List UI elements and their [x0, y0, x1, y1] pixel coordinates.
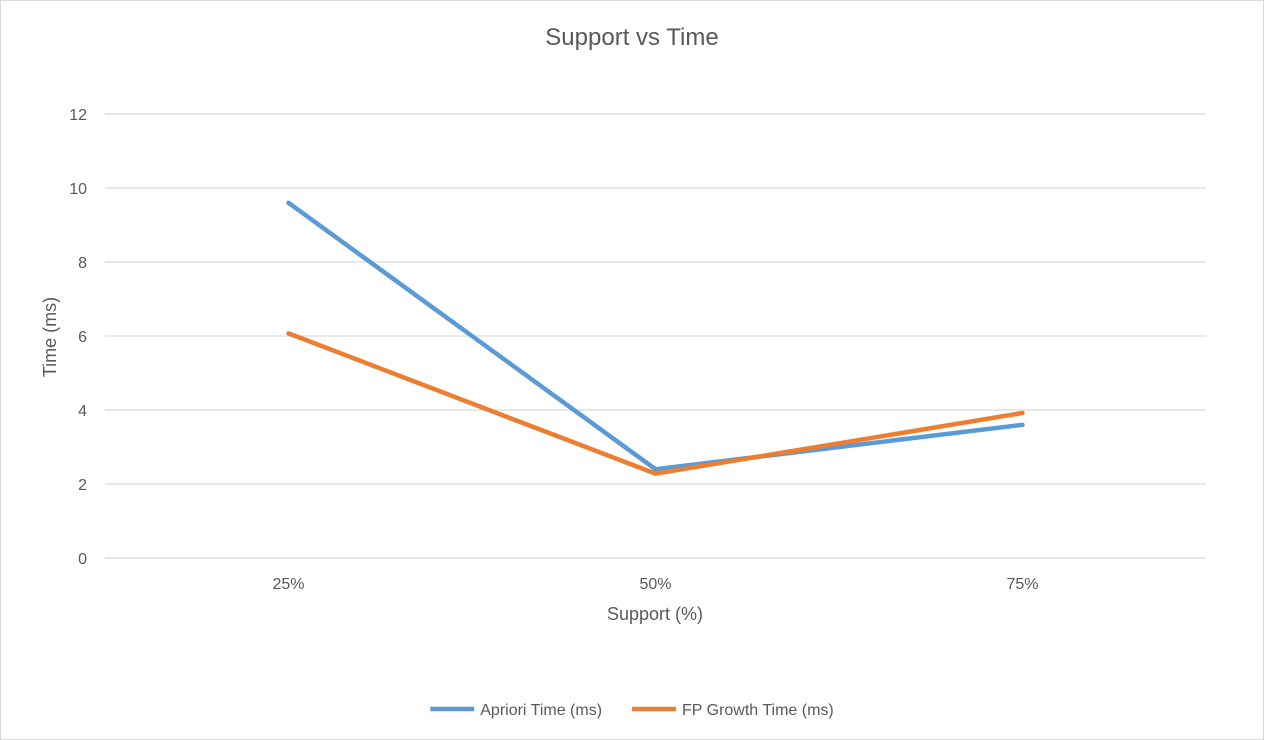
- series-lines: [286, 200, 1025, 476]
- y-tick-label: 12: [69, 107, 87, 124]
- legend: Apriori Time (ms) FP Growth Time (ms): [430, 702, 834, 719]
- y-tick-label: 4: [78, 403, 87, 420]
- x-tick-label: 50%: [639, 576, 671, 593]
- x-tick-label: 25%: [272, 576, 304, 593]
- legend-label: FP Growth Time (ms): [682, 702, 834, 719]
- legend-label: Apriori Time (ms): [480, 702, 602, 719]
- x-axis-ticks: 25% 50% 75%: [272, 576, 1038, 593]
- series-line-1: [286, 331, 1025, 476]
- y-tick-label: 8: [78, 255, 87, 272]
- y-axis-title: Time (ms): [40, 297, 60, 377]
- y-tick-label: 10: [69, 181, 87, 198]
- x-tick-label: 75%: [1006, 576, 1038, 593]
- y-tick-label: 0: [78, 551, 87, 568]
- gridlines: [105, 113, 1206, 559]
- y-axis-ticks: 0 2 4 6 8 10 12: [69, 107, 87, 568]
- x-axis-title: Support (%): [607, 604, 703, 624]
- y-tick-label: 6: [78, 329, 87, 346]
- chart-title: Support vs Time: [545, 24, 718, 51]
- y-tick-label: 2: [78, 477, 87, 494]
